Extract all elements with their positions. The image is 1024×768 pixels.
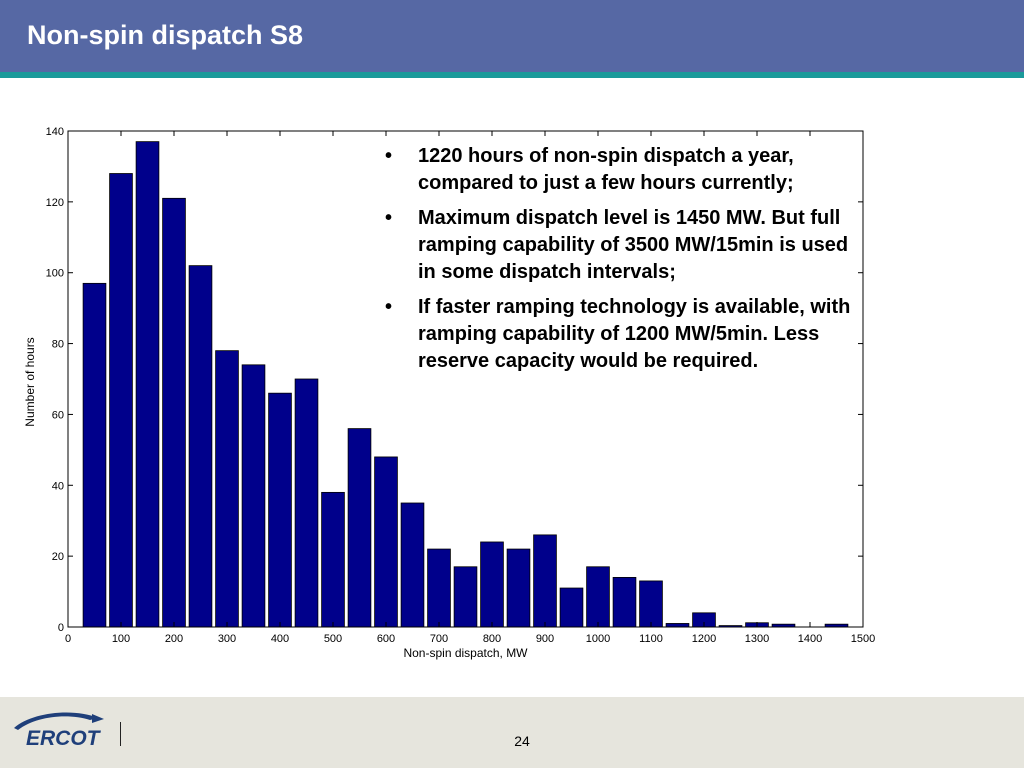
bullet-item: If faster ramping technology is availabl… — [385, 294, 855, 375]
histogram-bar — [427, 548, 451, 628]
x-tick-label: 700 — [430, 633, 448, 645]
title-bar — [0, 0, 1024, 72]
x-tick-label: 1400 — [798, 633, 822, 645]
footer-bar — [0, 697, 1024, 768]
x-tick-label: 200 — [165, 633, 183, 645]
histogram-bar — [294, 378, 319, 628]
slide-title: Non-spin dispatch S8 — [27, 20, 304, 50]
histogram-bar — [612, 577, 637, 628]
histogram-bar — [586, 566, 610, 628]
histogram-bar — [268, 392, 292, 628]
x-tick-label: 300 — [218, 633, 236, 645]
x-tick-label: 1000 — [586, 633, 610, 645]
histogram-bar — [506, 548, 531, 628]
x-tick-label: 0 — [65, 633, 71, 645]
title-bar-stripe — [0, 72, 1024, 78]
y-tick-label: 0 — [58, 622, 64, 634]
histogram-bar — [109, 173, 133, 628]
x-tick-label: 1500 — [851, 633, 875, 645]
histogram-bar — [639, 580, 663, 628]
y-tick-label: 60 — [52, 409, 64, 421]
y-tick-label: 40 — [52, 480, 64, 492]
x-tick-label: 1300 — [745, 633, 769, 645]
x-axis-label: Non-spin dispatch, MW — [403, 646, 528, 660]
plot-frame — [67, 130, 864, 628]
histogram-bar — [665, 623, 690, 628]
histogram-bar — [559, 587, 584, 628]
histogram-bar — [135, 141, 160, 628]
y-tick-label: 120 — [46, 197, 64, 209]
x-tick-label: 1100 — [639, 633, 663, 645]
histogram-bar — [453, 566, 478, 628]
y-tick-label: 80 — [52, 339, 64, 351]
histogram-bar — [188, 265, 213, 628]
x-tick-label: 1200 — [692, 633, 716, 645]
histogram-bar — [162, 197, 186, 628]
histogram-bar — [241, 364, 266, 628]
histogram-bar — [347, 428, 372, 628]
footer-divider — [120, 722, 121, 746]
histogram-bar — [400, 502, 425, 628]
bullet-list: 1220 hours of non-spin dispatch a year, … — [385, 143, 855, 383]
histogram-chart: 0 100 200 300 400 500 600 700 800 900 1000 1100 1200… — [23, 126, 875, 660]
histogram-bar — [215, 350, 239, 628]
x-tick-label: 600 — [377, 633, 395, 645]
histogram-bar — [480, 541, 504, 628]
x-tick-label: 800 — [483, 633, 501, 645]
x-tick-label: 500 — [324, 633, 342, 645]
histogram-bar — [321, 491, 345, 628]
x-tick-label: 100 — [112, 633, 130, 645]
logo-swoosh-icon — [14, 712, 98, 730]
logo-swoosh-arrow-icon — [92, 714, 104, 723]
bullet-item: 1220 hours of non-spin dispatch a year, … — [385, 143, 855, 197]
y-tick-label: 100 — [46, 268, 64, 280]
y-axis-label: Number of hours — [23, 337, 37, 426]
histogram-bar — [533, 534, 557, 628]
page-number: 24 — [514, 733, 530, 749]
histogram-bar — [82, 282, 107, 628]
y-tick-label: 140 — [46, 126, 64, 138]
x-tick-label: 900 — [536, 633, 554, 645]
bullet-item: Maximum dispatch level is 1450 MW. But f… — [385, 205, 855, 286]
x-tick-label: 400 — [271, 633, 289, 645]
logo-wordmark: ERCOT — [26, 727, 102, 750]
ercot-logo: ERCOT — [14, 712, 104, 750]
histogram-bar — [374, 456, 398, 628]
y-tick-label: 20 — [52, 551, 64, 563]
